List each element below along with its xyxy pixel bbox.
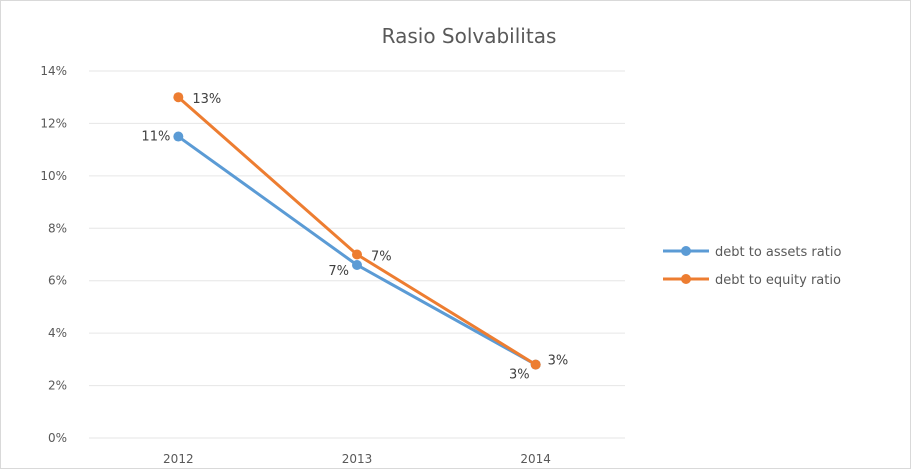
x-tick-label: 2014 (520, 452, 551, 466)
legend-swatch-marker (681, 274, 691, 284)
data-label: 13% (192, 92, 221, 107)
y-tick-label: 8% (48, 221, 67, 235)
data-point (352, 249, 362, 260)
y-tick-label: 0% (48, 431, 67, 445)
data-point (352, 259, 362, 270)
data-point (173, 131, 184, 142)
x-tick-label: 2012 (163, 452, 194, 466)
series-0: 11% 7% 3% (141, 130, 541, 383)
data-label: 7% (371, 250, 392, 265)
data-label: 7% (328, 264, 349, 279)
series-1: 13% 7% 3% (173, 92, 569, 370)
legend-item: debt to equity ratio (663, 273, 841, 288)
chart-title: Rasio Solvabilitas (382, 24, 557, 48)
legend-item: debt to assets ratio (663, 245, 841, 260)
y-tick-label: 14% (40, 64, 67, 78)
y-axis-ticks: 0% 2% 4% 6% 8% 10% 12% 14% (40, 64, 67, 445)
legend-label: debt to assets ratio (715, 245, 841, 260)
legend-swatch-marker (681, 246, 691, 256)
gridlines (89, 70, 625, 439)
y-tick-label: 4% (48, 326, 67, 340)
legend: debt to assets ratio debt to equity ratio (663, 245, 841, 288)
series-layer: 11% 7% 3% 13% 7% 3% (141, 92, 569, 383)
x-axis-ticks: 2012 2013 2014 (163, 452, 551, 466)
y-tick-label: 2% (48, 379, 67, 393)
data-point (530, 359, 541, 370)
y-tick-label: 10% (40, 169, 67, 183)
x-tick-label: 2013 (342, 452, 373, 466)
y-tick-label: 6% (48, 274, 67, 288)
data-label: 3% (548, 354, 569, 369)
series-line (176, 95, 538, 367)
data-label: 11% (141, 130, 170, 145)
legend-label: debt to equity ratio (715, 273, 841, 288)
data-label: 3% (509, 368, 530, 383)
data-point (173, 92, 184, 103)
y-tick-label: 12% (40, 116, 67, 130)
